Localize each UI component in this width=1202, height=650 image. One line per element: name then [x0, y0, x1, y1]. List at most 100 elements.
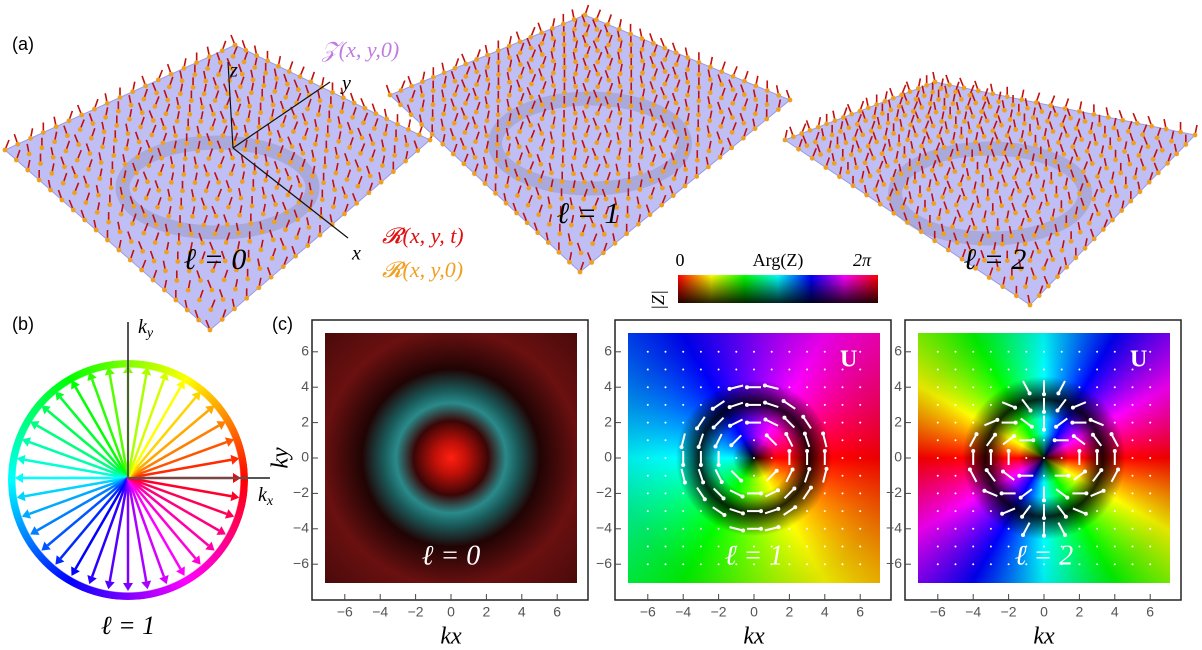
field-dot	[955, 563, 957, 565]
pin-ball	[697, 72, 702, 77]
pin-ball	[473, 139, 478, 144]
pin-ball	[200, 105, 205, 110]
field-arrow	[765, 527, 779, 530]
pin-ball	[496, 112, 501, 117]
field-dot	[718, 369, 720, 371]
x-axis-label: kx	[743, 624, 765, 650]
field-arrowhead	[776, 525, 780, 529]
pin-ball	[1103, 133, 1108, 138]
pin-ball	[205, 172, 210, 177]
field-dot	[806, 528, 808, 530]
field-dot	[1114, 492, 1116, 494]
pin-ball	[987, 145, 992, 150]
y-tick-label: −2	[293, 484, 309, 500]
pin-ball	[922, 93, 927, 98]
pin-ball	[626, 196, 631, 201]
pin-ball	[485, 90, 490, 95]
pin-ball	[1111, 126, 1116, 131]
pin-ball	[913, 179, 918, 184]
pin-ball	[816, 125, 821, 130]
field-dot	[735, 369, 737, 371]
pin-ball	[189, 232, 194, 237]
field-dot	[859, 439, 861, 441]
pin-ball	[808, 128, 813, 133]
pin-ball	[240, 72, 245, 77]
pin-ball	[191, 197, 196, 202]
pin-ball	[1106, 115, 1111, 120]
pin-ball	[863, 160, 868, 165]
pin-ball	[357, 167, 362, 172]
field-arrow	[786, 469, 792, 482]
pin-ball	[495, 127, 500, 132]
field-arrowhead	[1070, 421, 1074, 425]
pin-ball	[296, 87, 301, 92]
pin-ball	[346, 161, 351, 166]
pin-ball	[979, 109, 984, 114]
pin-ball	[515, 193, 520, 198]
field-dot	[700, 510, 702, 512]
field-dot	[824, 404, 826, 406]
pin-ball	[232, 306, 237, 311]
pin-ball	[270, 256, 275, 261]
pin-ball	[662, 123, 667, 128]
field-dot	[647, 528, 649, 530]
pin-ball	[685, 80, 690, 85]
pin-ball	[627, 179, 632, 184]
pin-ball	[540, 64, 545, 69]
pin-ball	[538, 162, 543, 167]
pin-ball	[463, 87, 468, 92]
field-dot	[842, 386, 844, 388]
pin-ball	[922, 128, 927, 133]
pin-ball	[127, 117, 132, 122]
pin-ball	[959, 134, 964, 139]
pin-ball	[484, 133, 489, 138]
field-arrowhead	[711, 407, 715, 411]
pin-ball	[1063, 185, 1068, 190]
pin-ball	[66, 118, 71, 123]
pin-ball	[529, 57, 534, 62]
pin-ball	[41, 130, 46, 135]
pin-ball	[640, 47, 645, 52]
pin-ball	[452, 106, 457, 111]
x-tick-label: 2	[1076, 604, 1084, 620]
field-arrow	[765, 403, 778, 407]
pin-ball	[947, 83, 952, 88]
pin-ball	[494, 158, 499, 163]
pin-ball	[121, 178, 126, 183]
pin-ball	[474, 69, 479, 74]
pin-ball	[349, 130, 354, 135]
panel-label: (a)	[12, 34, 34, 54]
field-dot	[1114, 386, 1116, 388]
field-dot	[990, 369, 992, 371]
pin-ball	[1030, 161, 1035, 166]
wheel-arrowhead	[17, 491, 26, 501]
pin-ball	[178, 91, 183, 96]
pin-ball	[629, 65, 634, 70]
pin-ball	[572, 27, 577, 32]
pin-ball	[1056, 140, 1061, 145]
field-dot	[824, 422, 826, 424]
field-dot	[753, 369, 755, 371]
pin-ball	[954, 203, 959, 208]
field-dot	[824, 510, 826, 512]
pin-ball	[894, 117, 899, 122]
field-arrow	[697, 488, 705, 500]
pin-ball	[984, 163, 989, 168]
field-dot	[842, 457, 844, 459]
pin-ball	[880, 111, 885, 116]
field-arrowhead	[1072, 434, 1076, 438]
pin-ball	[514, 211, 519, 216]
field-dot	[1096, 546, 1098, 548]
pin-ball	[1059, 208, 1064, 213]
field-arrow	[1056, 418, 1067, 426]
pin-ball	[528, 35, 533, 40]
field-arrowhead	[697, 445, 701, 449]
pin-ball	[628, 118, 633, 123]
pin-ball	[573, 125, 578, 130]
pin-ball	[539, 131, 544, 136]
field-dot	[1043, 369, 1045, 371]
pin-ball	[938, 162, 943, 167]
field-arrowhead	[763, 401, 767, 405]
y-tick-label: 2	[604, 413, 612, 429]
field-arrowhead	[1042, 516, 1046, 520]
